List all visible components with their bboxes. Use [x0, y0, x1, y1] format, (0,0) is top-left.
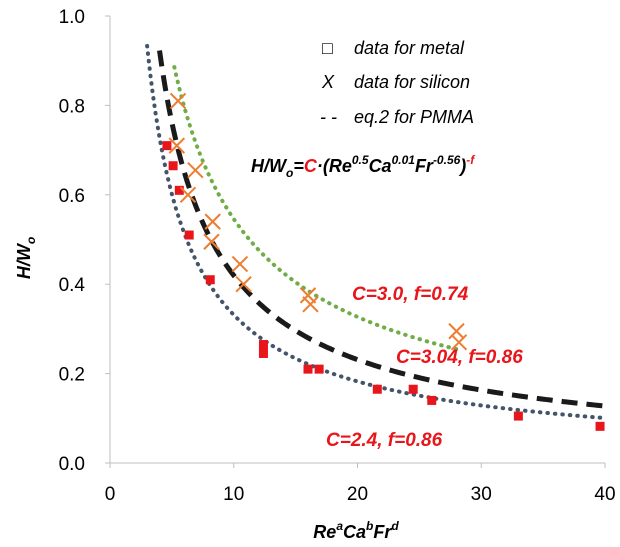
- metal-data-point: [168, 161, 178, 171]
- silicon-data-point: [231, 255, 249, 273]
- silicon-marker-stroke: [302, 296, 319, 313]
- silicon-marker-stroke: [169, 92, 187, 110]
- silicon-data-point: [448, 322, 465, 340]
- x-tick-label: 30: [471, 484, 492, 505]
- y-axis-title: H/Wo: [14, 237, 38, 279]
- silicon-marker-stroke: [179, 186, 197, 204]
- silicon-data-point: [168, 137, 186, 154]
- y-tick-label: 0.0: [59, 454, 85, 475]
- legend-label-silicon: data for silicon: [354, 72, 470, 92]
- pmma-eq2-curve: [157, 50, 606, 409]
- metal-data-point: [174, 185, 184, 195]
- silicon-marker-stroke: [203, 233, 220, 250]
- y-tick-label: 0.8: [59, 96, 85, 117]
- silicon-marker-stroke: [450, 334, 468, 351]
- legend-label-pmma: eq.2 for PMMA: [354, 107, 474, 127]
- legend-label-metal: data for metal: [354, 38, 465, 58]
- metal-data-point: [205, 275, 215, 285]
- legend-marker-silicon: X: [321, 72, 335, 92]
- x-tick-label: 10: [223, 484, 244, 505]
- metal-data-point: [258, 340, 268, 350]
- legend: □ data for metal X data for silicon - - …: [320, 38, 474, 127]
- metal-data-point: [513, 411, 523, 421]
- silicon-marker-stroke: [235, 275, 252, 293]
- y-tick-label: 0.2: [59, 365, 85, 386]
- silicon-data-point: [235, 275, 252, 293]
- silicon-fit-curve: [172, 65, 459, 352]
- silicon-marker-stroke: [187, 162, 204, 179]
- silicon-marker-stroke: [168, 137, 186, 154]
- legend-marker-metal: □: [322, 38, 333, 58]
- silicon-data-point: [204, 213, 221, 230]
- silicon-data-point: [179, 186, 197, 204]
- metal-data-point: [427, 395, 437, 405]
- silicon-data-point: [169, 92, 187, 110]
- metal-data-point: [408, 384, 418, 394]
- legend-marker-pmma: - -: [320, 107, 337, 127]
- y-tick-label: 0.4: [59, 275, 86, 296]
- x-tick-label: 40: [594, 484, 615, 505]
- metal-data-point: [258, 348, 268, 358]
- y-tick-label: 1.0: [59, 7, 85, 28]
- x-tick-label: 20: [347, 484, 368, 505]
- silicon-marker-stroke: [299, 287, 317, 304]
- x-axis-title: ReaCabFrd: [313, 519, 399, 542]
- metal-data-point: [184, 230, 194, 240]
- annotation-silicon-fit: C=3.0, f=0.74: [352, 284, 469, 305]
- annotation-pmma-fit: C=3.04, f=0.86: [396, 347, 523, 368]
- silicon-marker-stroke: [204, 213, 221, 230]
- data-points: [162, 92, 605, 431]
- silicon-data-point: [450, 334, 468, 351]
- silicon-marker-stroke: [231, 255, 249, 273]
- fit-curves: [145, 43, 607, 421]
- metal-data-point: [303, 364, 313, 374]
- annotation-metal-fit: C=2.4, f=0.86: [326, 430, 443, 451]
- silicon-data-point: [203, 233, 220, 250]
- metal-data-point: [314, 364, 324, 374]
- metal-fit-curve: [145, 43, 607, 421]
- metal-data-point: [595, 421, 605, 431]
- silicon-data-point: [299, 287, 317, 304]
- silicon-data-point: [187, 162, 204, 179]
- metal-data-point: [372, 384, 382, 394]
- equation: H/Wo=C·(Re0.5Ca0.01Fr-0.56)-f: [251, 153, 475, 180]
- metal-data-point: [162, 141, 172, 151]
- y-tick-label: 0.6: [59, 186, 85, 207]
- silicon-data-point: [302, 296, 319, 313]
- x-tick-label: 0: [105, 484, 116, 505]
- axes: 0 10 20 30 40 0.0 0.2 0.4 0.6 0.8 1.0: [59, 7, 616, 505]
